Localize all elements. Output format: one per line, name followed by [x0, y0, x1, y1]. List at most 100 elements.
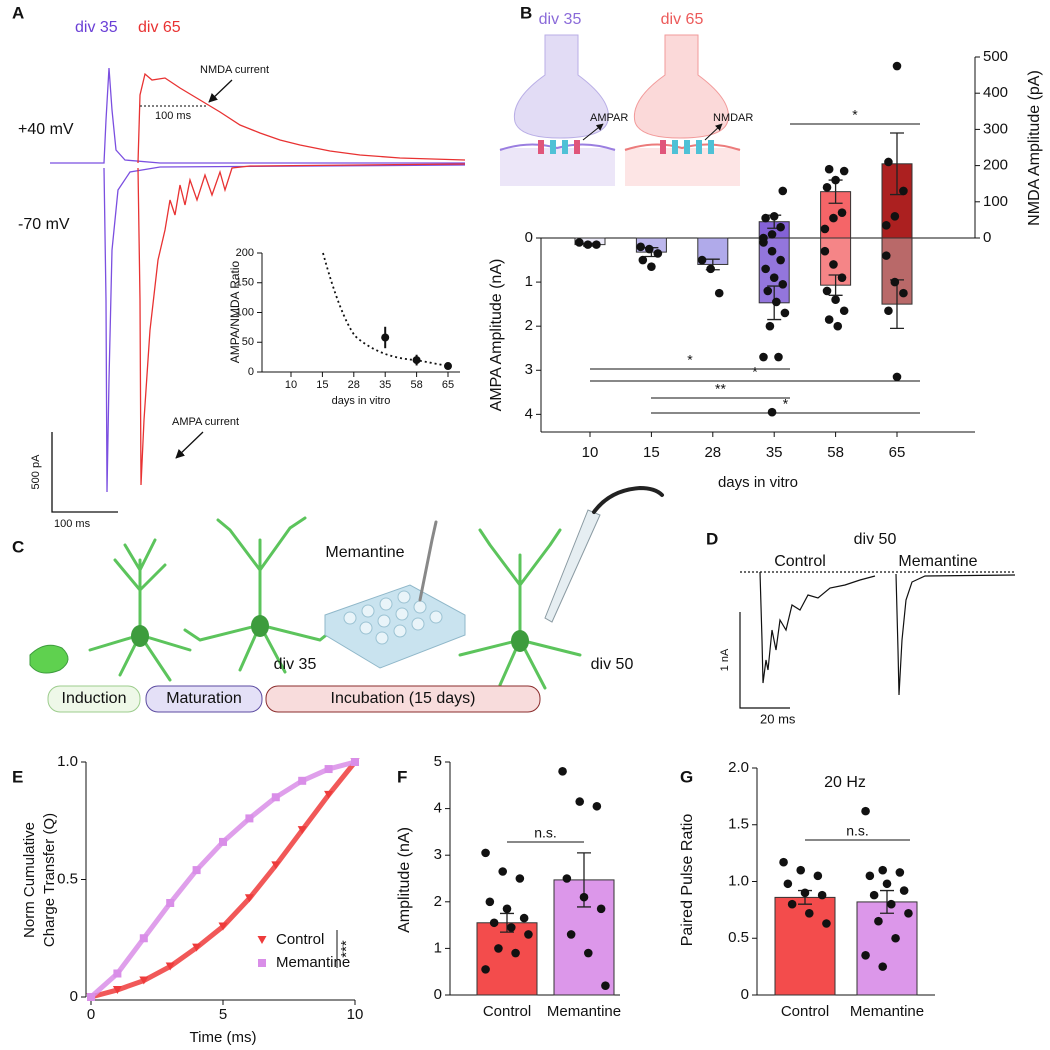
y-axis-label: Norm Cumulative	[21, 822, 38, 938]
x-tick-label: 10	[347, 1006, 364, 1023]
annotation: ***	[338, 940, 355, 958]
y-tick-label: 3	[525, 361, 533, 378]
timepoint-label: div 50	[591, 656, 634, 673]
condition-label: Control	[774, 553, 826, 570]
y-tick-label: 1.0	[728, 872, 749, 889]
y-tick-label: 50	[242, 336, 254, 348]
panel-label: D	[706, 529, 718, 548]
data-point	[481, 848, 490, 858]
y-tick-label: 0	[248, 366, 254, 378]
x-axis-label: days in vitro	[718, 474, 798, 491]
data-point	[787, 899, 797, 909]
y-tick-label: 0	[434, 986, 442, 1003]
data-point	[558, 767, 567, 776]
data-point	[904, 908, 913, 918]
y-tick-label: 100	[236, 306, 254, 318]
significance-label: *	[752, 364, 758, 380]
y-tick-label: 1.0	[57, 753, 78, 770]
scale-label: 20 ms	[760, 711, 796, 726]
x-tick-label: 10	[285, 379, 297, 391]
data-point	[485, 897, 495, 907]
data-point	[804, 908, 814, 918]
x-tick-label: 65	[889, 444, 906, 461]
data-point	[774, 352, 783, 362]
y-tick-label: 500	[983, 48, 1008, 65]
data-point	[796, 865, 806, 875]
data-point	[780, 308, 790, 318]
y-tick-label: 200	[236, 247, 254, 259]
marker	[351, 758, 359, 766]
condition-label: div 35	[539, 11, 582, 28]
data-point	[884, 306, 893, 316]
marker	[112, 985, 122, 994]
data-point	[759, 233, 768, 243]
data-point	[583, 948, 593, 958]
x-tick-label: 58	[827, 444, 844, 461]
marker	[297, 826, 307, 835]
x-tick-label: Control	[781, 1003, 829, 1020]
legend-label: Control	[276, 931, 324, 948]
x-tick-label: Memantine	[547, 1003, 621, 1020]
bar	[553, 879, 615, 996]
data-point	[767, 246, 777, 256]
y-tick-label: 2	[434, 893, 442, 910]
data-point	[899, 186, 908, 196]
data-point	[831, 295, 840, 305]
marker	[113, 969, 122, 978]
data-point	[884, 157, 893, 167]
data-point	[767, 230, 777, 239]
panel-label: G	[680, 767, 693, 786]
data-point	[895, 868, 905, 877]
data-point	[865, 871, 875, 881]
data-point	[562, 874, 572, 883]
panel-label: F	[397, 767, 407, 786]
panel-a-traces	[50, 67, 466, 513]
y-tick-label: 0	[741, 986, 749, 1003]
y-tick-label: 1.5	[728, 816, 749, 833]
stage-label: Induction	[62, 690, 127, 707]
significance-label: *	[852, 107, 858, 123]
condition-label: div 65	[138, 19, 181, 36]
y-tick-label: 1	[525, 273, 533, 290]
data-point	[899, 288, 908, 298]
data-point	[596, 904, 606, 914]
significance-label: *	[687, 352, 693, 368]
data-point	[524, 930, 533, 939]
significance-label: n.s.	[846, 823, 869, 839]
y-axis-label: AMPA Amplitude (nA)	[488, 259, 505, 412]
y-tick-label: 0	[70, 988, 78, 1005]
y-tick-label: 200	[983, 157, 1008, 174]
annotation: AMPA current	[172, 416, 239, 428]
marker	[271, 861, 281, 870]
data-point	[636, 242, 645, 252]
timepoint-label: div 35	[274, 656, 317, 673]
data-point	[772, 297, 781, 307]
y-tick-label: 4	[525, 405, 533, 422]
data-point	[783, 879, 793, 889]
data-point	[515, 874, 525, 883]
data-point	[824, 164, 834, 174]
data-point	[767, 407, 777, 417]
data-point	[769, 273, 779, 282]
y-tick-label: 2	[525, 317, 533, 334]
stage-label: Maturation	[166, 690, 242, 707]
data-point	[759, 352, 768, 362]
data-point	[765, 321, 775, 331]
scale-label: 1 nA	[719, 648, 731, 671]
marker	[219, 837, 227, 846]
panel-label: E	[12, 767, 23, 786]
x-tick-label: 35	[766, 444, 783, 461]
data-point	[638, 255, 648, 265]
data-point	[644, 244, 654, 254]
condition-label: div 35	[75, 19, 118, 36]
data-point	[869, 890, 879, 900]
condition-label: div 65	[661, 11, 704, 28]
condition-label: Memantine	[898, 553, 977, 570]
error-bar	[880, 889, 894, 914]
receptor-label: NMDAR	[713, 112, 753, 124]
x-tick-label: 15	[643, 444, 660, 461]
annotation: NMDA current	[200, 64, 269, 76]
marker	[166, 899, 175, 907]
marker	[245, 814, 254, 823]
